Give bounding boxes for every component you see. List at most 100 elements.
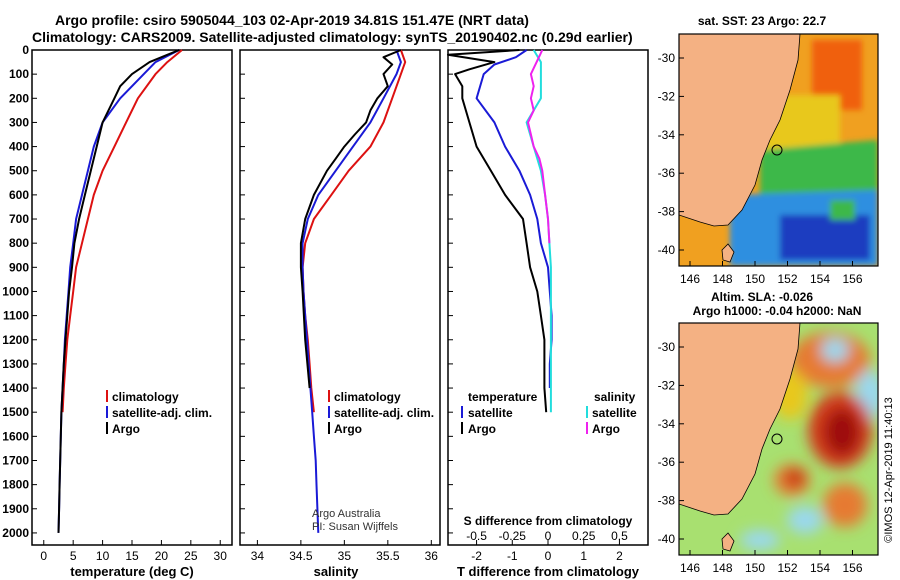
- lon-tick-label: 146: [680, 561, 700, 575]
- lon-tick-label: 150: [745, 272, 765, 286]
- lat-tick-label: -32: [658, 89, 676, 103]
- difference-series: [447, 49, 553, 413]
- legend-climatology: climatology: [334, 390, 401, 404]
- x-tick-label: 34.5: [289, 549, 313, 563]
- sst-map-lat-axis: -30 -32 -34 -36 -38 -40: [658, 51, 684, 257]
- x-tick-label: -1: [507, 549, 518, 563]
- salinity-panel: 34 34.5 35 35.5 36 climatology satellite-adj…: [239, 49, 441, 579]
- australia-coast-land: [679, 34, 801, 227]
- depth-tick-label: 200: [9, 91, 29, 105]
- salinity-plot-frame: [239, 49, 441, 546]
- depth-tick-label: 1400: [2, 381, 29, 395]
- x-tick-label: 0: [40, 549, 47, 563]
- sla-cold-south: [740, 530, 780, 550]
- legend-t-satellite: satellite: [468, 406, 513, 420]
- depth-tick-label: 1700: [2, 453, 29, 467]
- sst-map-title: sat. SST: 23 Argo: 22.7: [698, 14, 827, 28]
- x-tick-label: 15: [125, 549, 139, 563]
- salinity-y-ticks: [240, 49, 245, 534]
- x-tick-label: 35: [338, 549, 352, 563]
- temperature-series: [57, 49, 183, 533]
- lat-tick-label: -32: [658, 378, 676, 392]
- x-tick-label: 25: [184, 549, 198, 563]
- x-tick-label: 5: [70, 549, 77, 563]
- series-argo: [57, 49, 180, 533]
- lon-tick-label: 150: [745, 561, 765, 575]
- salinity-x-axis: 34 34.5 35 35.5 36: [251, 540, 439, 563]
- difference-legend: temperature satellite Argo salinity sate…: [461, 390, 637, 436]
- lon-tick-label: 146: [680, 272, 700, 286]
- depth-tick-label: 1100: [3, 309, 29, 323]
- tasmania-flinders-island: [721, 532, 735, 552]
- s-diff-tick-label: 0.5: [611, 529, 628, 543]
- salinity-axis-label: salinity: [314, 564, 360, 579]
- lon-tick-label: 152: [777, 561, 797, 575]
- sla-map-lat-axis: -30 -32 -34 -36 -38 -40: [658, 340, 684, 546]
- series-satellite-adj-clim-: [57, 49, 180, 533]
- legend-temperature-heading: temperature: [468, 390, 538, 404]
- lon-tick-label: 156: [842, 272, 862, 286]
- lat-tick-label: -40: [658, 243, 676, 257]
- legend-s-satellite: satellite: [592, 406, 637, 420]
- lon-tick-label: 148: [712, 272, 732, 286]
- header-line-1: Argo profile: csiro 5905044_103 02-Apr-2…: [55, 12, 529, 28]
- x-tick-label: 10: [96, 549, 110, 563]
- temperature-legend: climatology satellite-adj. clim. Argo: [106, 390, 212, 436]
- x-tick-label: -2: [471, 549, 482, 563]
- sst-map-panel: sat. SST: 23 Argo: 22.7 -30-32-34-36-38-…: [658, 14, 879, 286]
- legend-argo: Argo: [334, 422, 362, 436]
- sla-map-title: Altim. SLA: -0.026: [711, 290, 813, 304]
- sst-green-eddy: [830, 200, 855, 220]
- difference-panel: -2 -1 0 1 2 temperature satellite Argo salin…: [447, 49, 649, 579]
- x-tick-label: 34: [251, 549, 265, 563]
- s-diff-tick-label: -0.5: [466, 529, 487, 543]
- sla-map-panel: Altim. SLA: -0.026 Argo h1000: -0.04 h20…: [658, 290, 895, 575]
- legend-climatology: climatology: [112, 390, 179, 404]
- sla-anomaly-south-core: [785, 469, 805, 487]
- credit-line-1: Argo Australia: [312, 508, 381, 520]
- sla-anomaly-southeast: [823, 483, 867, 527]
- x-tick-label: 35.5: [376, 549, 400, 563]
- lat-tick-label: -36: [658, 166, 676, 180]
- depth-tick-label: 1300: [2, 357, 29, 371]
- series-argo: [299, 49, 402, 389]
- series-climatology: [61, 49, 183, 413]
- sla-warm-core: [824, 408, 860, 456]
- lon-tick-label: 148: [712, 561, 732, 575]
- legend-satellite-adj: satellite-adj. clim.: [334, 406, 434, 420]
- imos-watermark: ©IMOS 12-Apr-2019 11:40:13: [883, 397, 895, 542]
- s-diff-tick-label: -0.25: [499, 529, 527, 543]
- x-tick-label: 2: [616, 549, 623, 563]
- sla-cold-eddy: [787, 506, 823, 534]
- sst-map-lon-axis: 146 148 150 152 154 156: [680, 261, 863, 286]
- depth-tick-label: 900: [9, 260, 29, 274]
- depth-tick-label: 700: [9, 212, 29, 226]
- argo-location-marker: [771, 144, 783, 156]
- depth-tick-label: 500: [9, 164, 29, 178]
- x-tick-label: 20: [155, 549, 169, 563]
- s-difference-axis-label: S difference from climatology: [464, 514, 633, 528]
- x-tick-label: 36: [425, 549, 439, 563]
- s-diff-tick-label: 0: [545, 529, 552, 543]
- lon-tick-label: 154: [810, 272, 830, 286]
- depth-tick-label: 1800: [2, 478, 29, 492]
- x-tick-label: 0: [545, 549, 552, 563]
- sla-map-subtitle: Argo h1000: -0.04 h2000: NaN: [693, 304, 862, 318]
- sst-map-frame: [678, 33, 879, 267]
- legend-argo: Argo: [112, 422, 140, 436]
- s-diff-tick-label: 0.25: [572, 529, 596, 543]
- lon-tick-label: 156: [842, 561, 862, 575]
- x-tick-label: 1: [580, 549, 587, 563]
- depth-tick-label: 600: [9, 188, 29, 202]
- t-difference-axis-label: T difference from climatology: [457, 564, 640, 579]
- sla-map-image: [679, 323, 878, 555]
- depth-tick-label: 2000: [2, 526, 29, 540]
- depth-tick-label: 1600: [2, 429, 29, 443]
- depth-tick-label: 100: [9, 67, 29, 81]
- lon-tick-label: 154: [810, 561, 830, 575]
- salinity-legend: climatology satellite-adj. clim. Argo: [328, 390, 434, 436]
- legend-salinity-heading: salinity: [594, 390, 636, 404]
- lat-tick-label: -30: [658, 340, 676, 354]
- depth-tick-label: 800: [9, 236, 29, 250]
